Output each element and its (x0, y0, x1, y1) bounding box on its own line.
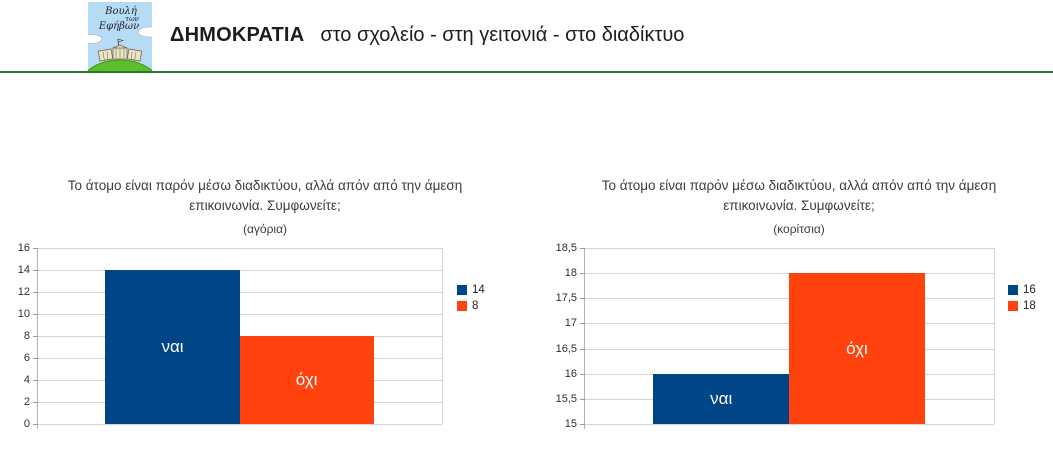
chart-subtitle: (αγόρια) (242, 222, 288, 236)
bar-label: όχι (846, 338, 868, 358)
legend-label: 8 (472, 300, 479, 312)
gridline (38, 314, 442, 315)
y-axis-tick-label: 10 (17, 308, 30, 320)
gridline (585, 248, 994, 249)
gridline (38, 270, 442, 271)
axis-tick (580, 248, 585, 249)
chart-girls: Το άτομο είναι παρόν μέσω διαδικτύου, αλ… (545, 170, 1053, 456)
bar-ναι: ναι (105, 270, 240, 424)
legend-item: 18 (1008, 300, 1036, 312)
bar-ναι: ναι (653, 374, 790, 424)
plot-area: 15 15,5 16 16,5 17 17,5 18 18,5 ναι όχι (556, 242, 995, 430)
legend-item: 14 (457, 284, 485, 296)
y-axis-tick-label: 16 (564, 368, 577, 380)
bar-label: όχι (295, 370, 318, 389)
legend: 16 18 (1008, 284, 1036, 312)
site-title-main: ΔΗΜΟΚΡΑΤΙΑ (170, 24, 305, 46)
legend-swatch (457, 301, 467, 311)
logo-image: Βουλή των Εφήβων (88, 2, 152, 71)
gridline (38, 292, 442, 293)
y-axis-tick-label: 12 (17, 286, 30, 298)
y-axis-line (584, 248, 585, 429)
axis-tick (580, 399, 585, 400)
plot-area: 0 2 4 6 8 10 12 14 16 ναι όχι (18, 242, 443, 430)
axis-tick (33, 292, 38, 293)
axis-tick (580, 323, 585, 324)
axis-tick (33, 314, 38, 315)
gridline (38, 424, 442, 425)
legend-label: 18 (1023, 300, 1036, 312)
bar-όχι: όχι (789, 273, 925, 424)
bar-label: ναι (161, 337, 184, 356)
axis-tick (33, 358, 38, 359)
y-axis-tick-label: 15,5 (555, 393, 577, 405)
bar-label: ναι (710, 389, 733, 408)
axis-tick (580, 273, 585, 274)
axis-tick (580, 349, 585, 350)
legend-swatch (1008, 301, 1018, 311)
header: Βουλή των Εφήβων ΔΗΜΟΚΡΑΤΙΑ στο σχολείο … (0, 0, 1053, 73)
youth-parliament-logo-icon: Βουλή των Εφήβων (88, 2, 152, 71)
y-axis-tick-label: 18 (564, 267, 577, 279)
legend-swatch (1008, 285, 1018, 295)
page-title: ΔΗΜΟΚΡΑΤΙΑ στο σχολείο - στη γειτονιά - … (170, 0, 684, 71)
axis-tick (580, 374, 585, 375)
legend-swatch (457, 285, 467, 295)
y-axis-tick-label: 2 (23, 396, 30, 408)
legend: 14 8 (457, 284, 485, 312)
axis-tick (33, 336, 38, 337)
logo-text-line2: των (125, 15, 140, 23)
gridline (585, 424, 994, 425)
y-axis-tick-label: 14 (17, 264, 30, 276)
legend-label: 14 (472, 284, 485, 296)
axis-tick (580, 298, 585, 299)
legend-label: 16 (1023, 284, 1036, 296)
y-axis-tick-label: 17,5 (555, 292, 577, 304)
y-axis-line (37, 248, 38, 429)
axis-tick (33, 380, 38, 381)
logo-text-line1: Βουλή (104, 6, 137, 17)
axis-tick (580, 424, 585, 425)
chart-title: Το άτομο είναι παρόν μέσω διαδικτύου, αλ… (601, 178, 997, 213)
gridline (38, 248, 442, 249)
y-axis-tick-label: 16 (17, 242, 30, 254)
y-axis-tick-label: 6 (23, 352, 30, 364)
chart-title: Το άτομο είναι παρόν μέσω διαδικτύου, αλ… (67, 178, 463, 213)
chart-subtitle: (κορίτσια) (773, 222, 825, 236)
chart-boys: Το άτομο είναι παρόν μέσω διαδικτύου, αλ… (0, 170, 530, 456)
y-axis-tick-label: 18,5 (555, 242, 577, 254)
y-axis-tick-label: 17 (564, 317, 577, 329)
y-axis-tick-label: 16,5 (555, 343, 577, 355)
legend-item: 8 (457, 300, 485, 312)
axis-tick (33, 248, 38, 249)
legend-item: 16 (1008, 284, 1036, 296)
site-title-tagline: στο σχολείο - στη γειτονιά - στο διαδίκτ… (320, 24, 685, 46)
axis-tick (33, 402, 38, 403)
y-axis-tick-label: 8 (23, 330, 30, 342)
bar-όχι: όχι (239, 336, 374, 424)
y-axis-tick-label: 15 (564, 418, 577, 430)
axis-tick (33, 270, 38, 271)
axis-tick (33, 424, 38, 425)
y-axis-tick-label: 4 (23, 374, 30, 386)
logo-text-line3: Εφήβων (98, 21, 139, 32)
y-axis-tick-label: 0 (23, 418, 30, 430)
